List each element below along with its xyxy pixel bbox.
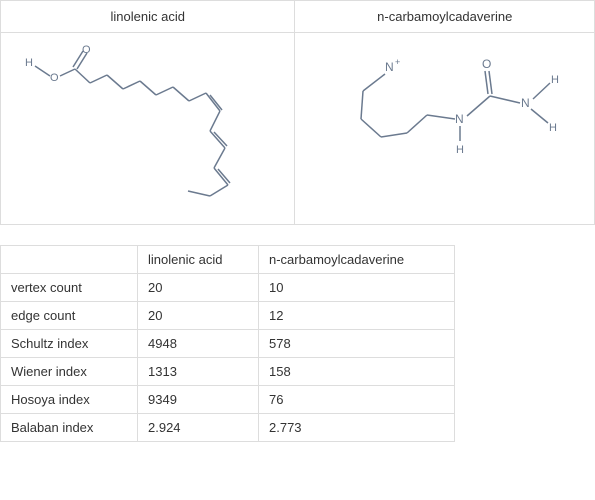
structure-cell-carbamoylcadaverine: N + N H <box>295 33 595 225</box>
row-value: 9349 <box>138 386 259 414</box>
row-value: 578 <box>259 330 455 358</box>
structure-header-1: linolenic acid <box>1 1 295 33</box>
row-value: 158 <box>259 358 455 386</box>
row-label: vertex count <box>1 274 138 302</box>
row-label: Schultz index <box>1 330 138 358</box>
structure-cell-linolenic: H O O <box>1 33 295 225</box>
row-label: Balaban index <box>1 414 138 442</box>
table-row: vertex count 20 10 <box>1 274 455 302</box>
svg-text:H: H <box>549 122 557 134</box>
header-linolenic: linolenic acid <box>138 246 259 274</box>
row-value: 2.924 <box>138 414 259 442</box>
structure-table: linolenic acid n-carbamoylcadaverine H O… <box>0 0 595 225</box>
header-carbamoyl: n-carbamoylcadaverine <box>259 246 455 274</box>
row-value: 20 <box>138 302 259 330</box>
table-row: Balaban index 2.924 2.773 <box>1 414 455 442</box>
row-value: 12 <box>259 302 455 330</box>
row-value: 4948 <box>138 330 259 358</box>
svg-text:N: N <box>521 96 530 110</box>
header-blank <box>1 246 138 274</box>
structure-header-2: n-carbamoylcadaverine <box>295 1 595 33</box>
row-label: edge count <box>1 302 138 330</box>
svg-text:N: N <box>455 112 464 126</box>
svg-text:H: H <box>456 144 464 156</box>
properties-table: linolenic acid n-carbamoylcadaverine ver… <box>0 245 455 442</box>
row-value: 2.773 <box>259 414 455 442</box>
molecule-linolenic-acid: H O O <box>10 41 285 216</box>
row-label: Hosoya index <box>1 386 138 414</box>
table-row: Wiener index 1313 158 <box>1 358 455 386</box>
svg-text:O: O <box>82 44 91 56</box>
row-value: 1313 <box>138 358 259 386</box>
svg-text:N: N <box>385 60 394 74</box>
molecule-carbamoylcadaverine: N + N H <box>305 41 585 181</box>
svg-text:+: + <box>395 57 400 67</box>
row-value: 76 <box>259 386 455 414</box>
row-value: 20 <box>138 274 259 302</box>
svg-text:O: O <box>50 72 59 84</box>
table-row: Hosoya index 9349 76 <box>1 386 455 414</box>
table-row: edge count 20 12 <box>1 302 455 330</box>
table-row: Schultz index 4948 578 <box>1 330 455 358</box>
svg-text:H: H <box>25 57 33 69</box>
svg-text:H: H <box>551 74 559 86</box>
row-label: Wiener index <box>1 358 138 386</box>
row-value: 10 <box>259 274 455 302</box>
svg-text:O: O <box>482 57 491 71</box>
